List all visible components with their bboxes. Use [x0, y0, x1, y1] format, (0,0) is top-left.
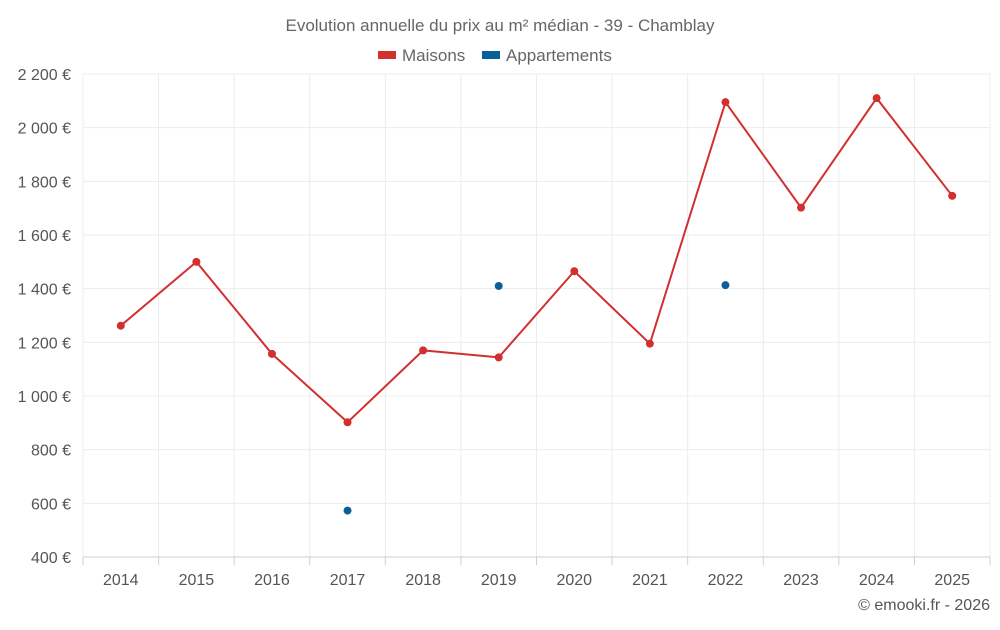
x-tick-label: 2015 [179, 572, 215, 589]
y-tick-label: 2 000 € [18, 121, 71, 138]
x-tick-label: 2023 [783, 572, 819, 589]
y-tick-label: 1 800 € [18, 174, 71, 191]
y-tick-label: 1 200 € [18, 335, 71, 352]
legend-item-maisons[interactable]: Maisons [378, 46, 465, 65]
x-tick-label: 2020 [556, 572, 592, 589]
data-point-maisons-2024[interactable] [872, 94, 881, 103]
y-tick-label: 600 € [31, 496, 71, 513]
x-tick-label: 2019 [481, 572, 517, 589]
y-tick-label: 1 000 € [18, 389, 71, 406]
data-point-appartements-2017[interactable] [343, 506, 352, 515]
data-point-maisons-2021[interactable] [645, 339, 654, 348]
credit-text: © emooki.fr - 2026 [858, 597, 990, 614]
data-point-maisons-2018[interactable] [419, 346, 428, 355]
data-point-maisons-2020[interactable] [570, 267, 579, 276]
data-point-maisons-2019[interactable] [494, 353, 503, 362]
legend-swatch-appartements [482, 51, 500, 59]
x-tick-label: 2022 [708, 572, 744, 589]
data-point-maisons-2015[interactable] [192, 257, 201, 266]
y-tick-label: 400 € [31, 550, 71, 567]
legend-label-maisons: Maisons [402, 46, 465, 65]
series [116, 94, 957, 515]
series-line-maisons [120, 97, 953, 424]
data-point-maisons-2014[interactable] [116, 321, 125, 330]
chart-title: Evolution annuelle du prix au m² médian … [285, 16, 715, 35]
data-point-appartements-2019[interactable] [494, 281, 503, 290]
data-point-maisons-2022[interactable] [721, 98, 730, 107]
axes: 400 € 600 € 800 € 1 000 € 1 200 € 1 400 € 1 60… [18, 67, 991, 589]
x-tick-label: 2016 [254, 572, 290, 589]
data-point-appartements-2022[interactable] [721, 281, 730, 290]
y-tick-label: 2 200 € [18, 67, 71, 84]
legend: Maisons Appartements [378, 46, 612, 65]
x-tick-label: 2018 [405, 572, 441, 589]
data-point-maisons-2017[interactable] [343, 418, 352, 427]
legend-item-appartements[interactable]: Appartements [482, 46, 612, 65]
x-tick-label: 2024 [859, 572, 895, 589]
data-point-maisons-2016[interactable] [267, 349, 276, 358]
data-point-maisons-2023[interactable] [797, 203, 806, 212]
x-tick-label: 2021 [632, 572, 668, 589]
x-tick-label: 2014 [103, 572, 139, 589]
grid [82, 73, 991, 557]
data-point-maisons-2025[interactable] [948, 191, 957, 200]
legend-swatch-maisons [378, 51, 396, 59]
y-tick-label: 1 600 € [18, 228, 71, 245]
x-tick-label: 2017 [330, 572, 366, 589]
y-tick-label: 800 € [31, 443, 71, 460]
legend-label-appartements: Appartements [506, 46, 612, 65]
x-tick-label: 2025 [934, 572, 970, 589]
y-tick-label: 1 400 € [18, 282, 71, 299]
